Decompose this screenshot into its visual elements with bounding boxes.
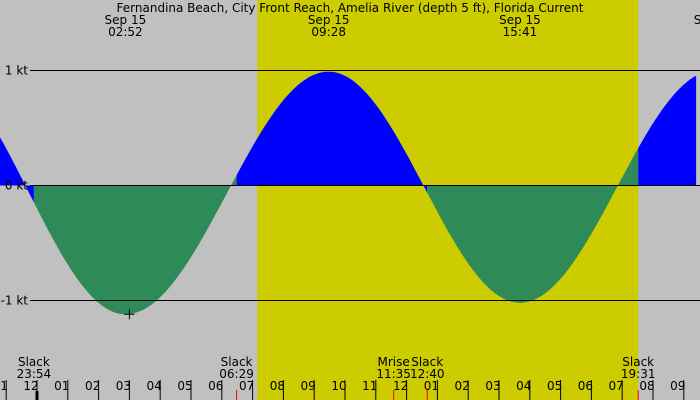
- hour-label: 12: [393, 379, 408, 393]
- event-labels: Slack23:54Slack06:29Mrise11:35Slack12:40…: [17, 355, 656, 381]
- hour-axis: 11 12 01 02 03 04 05 06 07 08 09 10 11 12 01 02 03 04 05 06…: [0, 379, 685, 400]
- event-name: Slack: [221, 355, 253, 369]
- extreme-time: 09:28: [311, 25, 346, 39]
- event-name: Slack: [622, 355, 654, 369]
- hour-label: 10: [331, 379, 346, 393]
- event-name: Mrise: [378, 355, 410, 369]
- extreme-date: Sep 15: [105, 13, 147, 27]
- hour-label: 06: [578, 379, 593, 393]
- y-axis-labels: 1 kt 0 kt -1 kt: [1, 64, 29, 308]
- hour-label: 02: [455, 379, 470, 393]
- hour-label: 06: [208, 379, 223, 393]
- ebb-area: [427, 148, 639, 303]
- event-time: 23:54: [17, 367, 52, 381]
- flood-area: [236, 71, 428, 193]
- hour-label: 03: [485, 379, 500, 393]
- event-time: 12:40: [410, 367, 445, 381]
- extreme-time: 02:52: [108, 25, 143, 39]
- midnight-marker: [35, 391, 39, 400]
- hour-label: 09: [670, 379, 685, 393]
- hour-label: 11: [0, 379, 8, 393]
- hour-label: 12: [23, 379, 38, 393]
- extreme-date: Sep 15: [308, 13, 350, 27]
- flood-area: [0, 137, 34, 203]
- hour-label: 04: [516, 379, 531, 393]
- extreme-date: Sep 15: [694, 13, 700, 27]
- event-name: Slack: [411, 355, 443, 369]
- hour-label: 08: [639, 379, 654, 393]
- markers: [124, 309, 135, 320]
- y-tick-label: -1 kt: [1, 294, 29, 308]
- y-tick-label: 1 kt: [5, 64, 28, 78]
- event-name: Slack: [18, 355, 50, 369]
- y-tick-label: 0 kt: [5, 179, 28, 193]
- hour-label: 03: [116, 379, 131, 393]
- hour-label: 05: [547, 379, 562, 393]
- hour-label: 11: [362, 379, 377, 393]
- flood-area: [638, 75, 697, 186]
- hour-label: 05: [177, 379, 192, 393]
- hour-label: 01: [54, 379, 69, 393]
- event-time: 11:35: [376, 367, 411, 381]
- hour-label: 04: [147, 379, 162, 393]
- hour-label: 02: [85, 379, 100, 393]
- event-time: 19:31: [621, 367, 656, 381]
- chart-title: Fernandina Beach, City Front Reach, Amel…: [117, 1, 584, 15]
- hour-label: 08: [270, 379, 285, 393]
- reference-lines: [30, 70, 700, 301]
- hour-label: 01: [424, 379, 439, 393]
- extreme-date: Sep 15: [499, 13, 541, 27]
- ebb-area: [33, 175, 237, 315]
- current-areas: [0, 71, 697, 315]
- event-time: 06:29: [219, 367, 254, 381]
- hour-label: 07: [609, 379, 624, 393]
- hour-label: 09: [301, 379, 316, 393]
- extreme-time: 15:41: [503, 25, 538, 39]
- hour-label: 07: [239, 379, 254, 393]
